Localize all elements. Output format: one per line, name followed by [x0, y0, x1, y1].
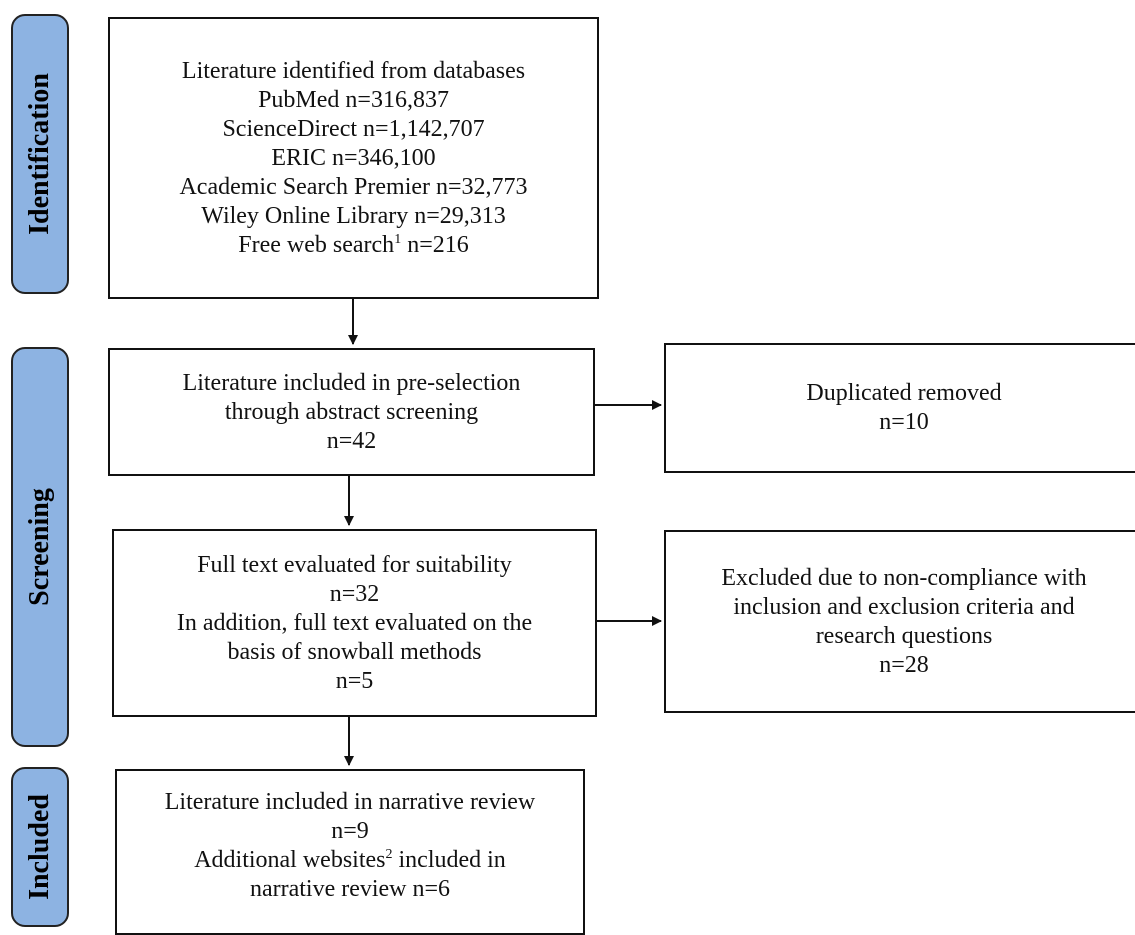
included-line-2: n=9 [331, 818, 369, 844]
included-line-websites: Additional websites2 included in [194, 846, 506, 875]
preselection-box: Literature included in pre-selection thr… [108, 348, 595, 476]
excluded-box: Excluded due to non-compliance with incl… [664, 530, 1135, 713]
fulltext-evaluated-box: Full text evaluated for suitability n=32… [112, 529, 597, 717]
fulltext-line-4: basis of snowball methods [227, 638, 482, 665]
preselection-line-2: through abstract screening [224, 398, 479, 425]
websites-rest: included in [392, 847, 506, 873]
fulltext-line-2: n=32 [329, 580, 380, 607]
identified-line-web-search: Free web search1 n=216 [238, 231, 468, 260]
excluded-line-2: inclusion and exclusion criteria and [733, 593, 1075, 620]
included-line-1: Literature included in narrative review [164, 789, 536, 815]
excluded-line-1: Excluded due to non-compliance with [721, 564, 1087, 591]
websites-footnote: 2 [385, 847, 393, 862]
identified-records-box: Literature identified from databases Pub… [108, 17, 599, 299]
included-review-box: Literature included in narrative review … [115, 769, 585, 935]
excluded-line-4: n=28 [879, 651, 929, 678]
phase-screening: Screening [11, 347, 69, 747]
preselection-line-1: Literature included in pre-selection [182, 369, 521, 396]
duplicates-line-2: n=10 [879, 409, 929, 435]
preselection-line-3: n=42 [326, 427, 377, 454]
identified-line-4: ERIC n=346,100 [271, 144, 436, 171]
web-search-count: n=216 [401, 231, 469, 258]
fulltext-line-5: n=5 [335, 667, 374, 694]
identified-line-6: Wiley Online Library n=29,313 [201, 202, 506, 229]
identified-line-3: ScienceDirect n=1,142,707 [222, 115, 485, 142]
included-line-final: narrative review n=6 [249, 876, 451, 902]
identified-line-5: Academic Search Premier n=32,773 [179, 173, 528, 200]
duplicates-removed-box: Duplicated removed n=10 [664, 343, 1135, 473]
identified-line-1: Literature identified from databases [181, 57, 526, 84]
identified-line-2: PubMed n=316,837 [258, 86, 449, 113]
excluded-line-3: research questions [815, 622, 993, 649]
fulltext-line-3: In addition, full text evaluated on the [176, 609, 533, 636]
phase-identification: Identification [11, 14, 69, 294]
websites-text: Additional websites [194, 847, 386, 873]
duplicates-line-1: Duplicated removed [806, 380, 1002, 406]
web-search-text: Free web search [238, 231, 395, 258]
web-search-footnote: 1 [394, 231, 402, 247]
fulltext-line-1: Full text evaluated for suitability [197, 551, 512, 578]
